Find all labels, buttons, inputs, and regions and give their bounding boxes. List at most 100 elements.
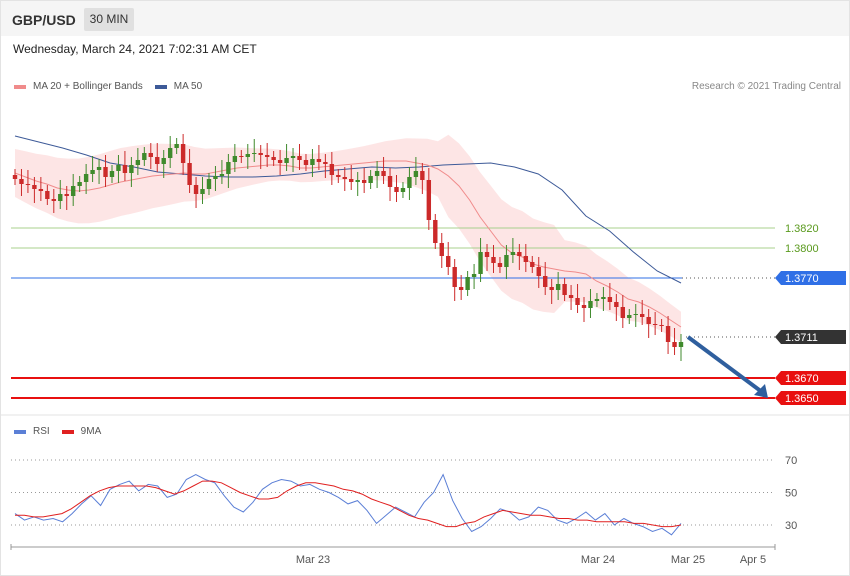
candle-body: [439, 243, 444, 256]
candle-body: [452, 267, 457, 287]
candle-body: [652, 324, 658, 325]
candle-body: [226, 162, 231, 174]
candle-body: [174, 144, 179, 148]
candle-body: [523, 256, 529, 262]
candle-body: [96, 167, 102, 170]
candle-body: [465, 277, 470, 290]
candle-body: [349, 179, 354, 182]
candle-body: [458, 287, 464, 290]
candle-body: [116, 165, 121, 171]
candle-body: [549, 287, 554, 290]
candle-body: [200, 189, 205, 194]
rsi-line: [14, 473, 682, 536]
rsi-tick-label: 70: [785, 455, 797, 467]
price-legend: MA 20 + Bollinger Bands MA 50: [14, 81, 214, 92]
candle-body: [394, 187, 399, 192]
candle-body: [77, 182, 82, 186]
price-level-label: 1.3820: [785, 223, 819, 235]
legend-ma50: MA 50: [154, 81, 203, 92]
candle-body: [155, 157, 160, 164]
candle-body: [620, 307, 626, 318]
candle-body: [90, 170, 95, 174]
price-level-label: 1.3770: [785, 273, 819, 285]
candle-body: [290, 156, 296, 158]
candle-body: [665, 326, 671, 342]
candle-body: [400, 188, 406, 192]
candles-group: [12, 134, 684, 361]
candle-body: [581, 305, 587, 308]
candle-body: [252, 153, 257, 154]
legend-rsi-label: RSI: [33, 426, 50, 437]
candle-body: [607, 297, 613, 302]
candle-body: [303, 160, 309, 165]
candle-body: [258, 153, 263, 155]
x-tick-label: Mar 25: [671, 554, 705, 566]
candle-body: [510, 252, 516, 255]
candle-body: [387, 176, 393, 187]
candle-body: [19, 179, 24, 184]
candle-body: [407, 177, 412, 188]
candle-body: [446, 256, 451, 267]
candle-body: [413, 171, 419, 177]
symbol-label: GBP/USD: [12, 12, 76, 28]
candle-body: [180, 144, 186, 163]
ma20-swatch: [14, 84, 26, 89]
candle-body: [601, 297, 606, 299]
candle-body: [575, 298, 580, 305]
candle-body: [484, 252, 490, 257]
candle-body: [336, 175, 341, 177]
candle-body: [245, 154, 250, 157]
candle-body: [297, 156, 302, 160]
candle-body: [264, 155, 270, 157]
candle-body: [239, 156, 244, 157]
candle-body: [25, 184, 31, 185]
forecast-arrow-head: [754, 384, 768, 398]
candle-body: [323, 162, 328, 164]
candle-body: [433, 220, 438, 243]
candle-body: [103, 167, 108, 177]
candle-body: [555, 284, 561, 290]
candle-body: [374, 171, 380, 176]
candle-body: [420, 171, 425, 180]
price-level-label: 1.3800: [785, 243, 819, 255]
rsi-swatch: [14, 429, 26, 434]
timeframe-button[interactable]: 30 MIN: [84, 8, 134, 31]
candle-body: [530, 262, 535, 267]
candle-body: [368, 176, 373, 183]
legend-ma50-label: MA 50: [173, 81, 203, 92]
candle-body: [219, 174, 225, 176]
candle-body: [633, 314, 638, 315]
legend-9ma-label: 9MA: [80, 426, 102, 437]
candle-body: [329, 164, 335, 175]
candle-body: [142, 153, 147, 160]
candle-body: [187, 163, 192, 185]
candle-body: [122, 165, 128, 173]
candle-body: [504, 255, 509, 267]
forecast-arrow-shaft: [686, 335, 764, 394]
candle-body: [497, 263, 503, 267]
candle-body: [206, 179, 212, 189]
candle-body: [232, 156, 238, 162]
rsi-tick-label: 30: [785, 520, 797, 532]
candle-body: [543, 276, 548, 287]
candle-body: [64, 194, 69, 196]
candle-body: [588, 301, 593, 308]
bollinger-band: [15, 134, 681, 343]
candle-body: [12, 175, 18, 179]
candle-body: [51, 199, 56, 201]
price-badge: [775, 391, 846, 405]
legend-ma20-label: MA 20 + Bollinger Bands: [33, 81, 143, 92]
candle-body: [148, 153, 153, 157]
candle-body: [70, 186, 76, 196]
candle-body: [381, 171, 386, 176]
candle-body: [83, 174, 89, 182]
legend-9ma: 9MA: [61, 426, 102, 437]
candle-body: [646, 317, 651, 324]
price-badge: [775, 371, 846, 385]
candle-body: [536, 267, 541, 276]
candle-body: [568, 295, 574, 298]
candle-body: [135, 160, 141, 165]
candle-body: [562, 284, 567, 295]
price-level-label: 1.3711: [785, 332, 818, 344]
